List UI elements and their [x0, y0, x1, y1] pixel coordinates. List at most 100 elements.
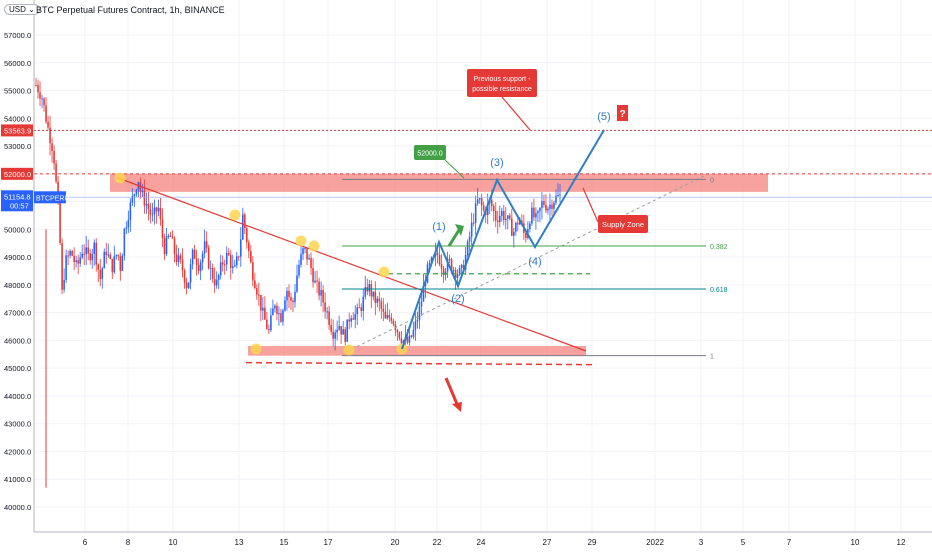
- candle-body: [350, 318, 353, 322]
- candle-body: [376, 298, 379, 303]
- candle-body: [266, 319, 268, 329]
- candle-body: [93, 242, 96, 254]
- fib-label: 0: [710, 177, 714, 184]
- candle-body: [117, 255, 120, 257]
- candle-body: [513, 231, 515, 236]
- candle-body: [412, 329, 415, 337]
- candle-body: [121, 255, 124, 271]
- demand-zone: [248, 345, 586, 356]
- candle-body: [531, 207, 533, 224]
- candle-body: [81, 253, 83, 258]
- y-tick-label: 44000.0: [4, 392, 31, 401]
- candle-body: [430, 257, 433, 264]
- level-badge-52000-text: 52000.0: [4, 170, 31, 179]
- candle-body: [262, 307, 264, 311]
- candle-body: [193, 249, 196, 259]
- level-badge-52000: [1, 167, 33, 180]
- wave-label: (1): [432, 221, 445, 233]
- candle-body: [318, 281, 320, 296]
- candle-body: [235, 256, 238, 266]
- candle-body: [302, 248, 304, 255]
- candle-body: [284, 300, 286, 311]
- candle-body: [268, 328, 270, 331]
- currency-selector[interactable]: USD ⌄: [4, 4, 40, 15]
- candle-body: [374, 291, 377, 303]
- supply-zone-text: Supply Zone: [602, 220, 644, 229]
- candle-body: [131, 196, 134, 203]
- x-tick-label: 29: [588, 538, 597, 547]
- candle-body: [149, 209, 152, 215]
- candle-body: [306, 248, 308, 260]
- descending-trendline: [117, 177, 587, 352]
- candle-body: [308, 258, 310, 260]
- candle-body: [428, 263, 431, 265]
- candle-body: [163, 238, 166, 255]
- y-tick-label: 42000.0: [4, 447, 31, 456]
- candle-body: [213, 278, 216, 286]
- candle-body: [239, 239, 242, 257]
- currency-label: USD: [9, 5, 26, 14]
- candle-body: [418, 306, 421, 320]
- candle-body: [338, 326, 340, 330]
- candle-body: [424, 282, 427, 286]
- candle-body: [181, 259, 184, 271]
- candle-body: [159, 207, 162, 220]
- x-tick-label: 13: [235, 538, 244, 547]
- touch-marker: [343, 344, 355, 356]
- touch-marker: [229, 209, 241, 221]
- candle-body: [103, 251, 106, 269]
- candle-body: [332, 331, 334, 339]
- candle-body: [189, 264, 192, 283]
- candle-body: [246, 228, 248, 243]
- candle-body: [312, 268, 314, 283]
- x-tick-label: 17: [324, 538, 333, 547]
- candle-body: [37, 85, 39, 93]
- candle-body: [89, 253, 92, 261]
- candle-body: [197, 264, 200, 272]
- candle-body: [43, 98, 45, 106]
- candle-body: [274, 305, 276, 309]
- x-tick-label: 2022: [646, 538, 664, 547]
- x-tick-label: 7: [787, 538, 792, 547]
- x-tick-label: 5: [741, 538, 746, 547]
- x-tick-label: 10: [851, 538, 860, 547]
- candle-body: [362, 296, 365, 311]
- candle-body: [507, 215, 509, 219]
- resistance-pointer: [501, 96, 531, 131]
- up-arrow: [447, 229, 461, 247]
- candle-body: [111, 258, 114, 273]
- candle-body: [185, 282, 188, 289]
- ascending-trendline: [345, 174, 707, 353]
- candle-body: [320, 289, 322, 296]
- candle-body: [378, 298, 381, 302]
- candle-body: [175, 254, 178, 262]
- candle-body: [438, 255, 441, 265]
- candle-body: [101, 268, 104, 279]
- x-tick-label: 6: [83, 538, 88, 547]
- candle-body: [51, 143, 53, 151]
- candle-body: [41, 98, 43, 100]
- fib-label: 1: [710, 354, 714, 361]
- candle-body: [264, 307, 266, 320]
- y-tick-label: 57000.0: [4, 31, 31, 40]
- callout-52000-pointer: [444, 159, 465, 179]
- candle-body: [462, 264, 465, 270]
- candle-body: [280, 313, 282, 322]
- candle-body: [165, 236, 168, 255]
- candle-body: [330, 325, 332, 332]
- candle-body: [390, 317, 393, 321]
- candle-body: [254, 280, 256, 289]
- candle-body: [519, 220, 521, 225]
- candle-body: [167, 235, 170, 237]
- candle-body: [480, 198, 483, 206]
- touch-marker: [250, 343, 262, 355]
- candle-body: [55, 163, 57, 182]
- candle-body: [207, 247, 210, 269]
- candle-body: [539, 207, 541, 212]
- candle-body: [450, 259, 453, 272]
- x-tick-label: 8: [126, 538, 131, 547]
- candle-body: [91, 253, 94, 261]
- candle-body: [290, 296, 292, 301]
- candle-body: [420, 301, 423, 307]
